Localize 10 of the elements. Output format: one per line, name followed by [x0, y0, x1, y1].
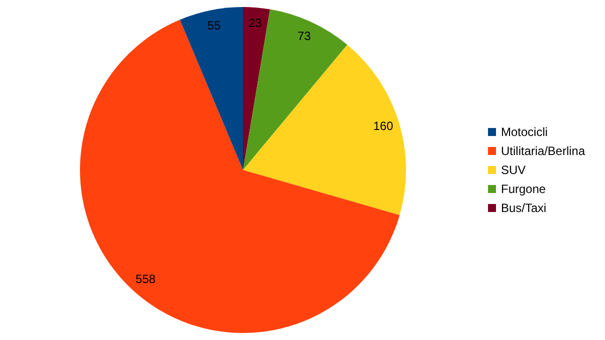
- legend-label: Bus/Taxi: [501, 201, 546, 215]
- data-label: 558: [136, 272, 156, 286]
- legend-label: Utilitaria/Berlina: [501, 144, 586, 158]
- data-label: 160: [373, 119, 394, 134]
- legend-label: Motocicli: [501, 125, 548, 139]
- data-label: 23: [248, 16, 262, 30]
- legend-label: SUV: [501, 163, 526, 177]
- data-label: 55: [207, 18, 222, 33]
- data-label: 73: [298, 28, 312, 43]
- legend-label: Furgone: [501, 182, 546, 196]
